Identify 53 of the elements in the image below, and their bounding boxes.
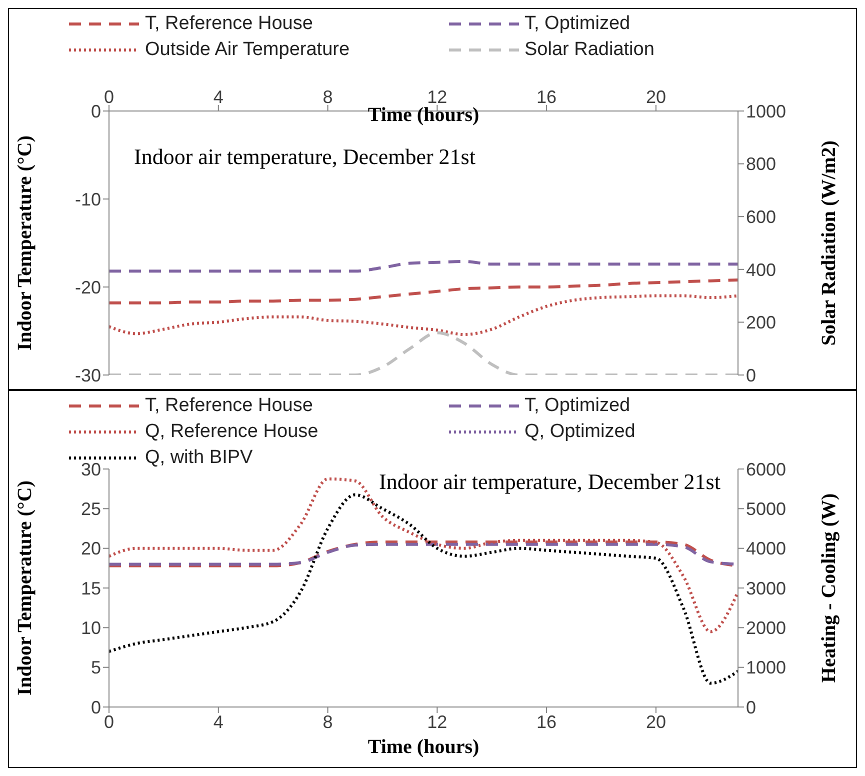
y2-tick-label: 6000 xyxy=(746,459,786,480)
legend-label: T, Optimized xyxy=(524,13,630,35)
y-tick-label: 30 xyxy=(80,459,101,480)
x-tick-label: 4 xyxy=(213,87,224,107)
y2-tick-label: 200 xyxy=(746,312,776,333)
y2-tick-label: 400 xyxy=(746,260,776,280)
x-tick-label: 20 xyxy=(646,87,666,107)
y-tick-label: 15 xyxy=(80,578,101,598)
x-tick-label: 4 xyxy=(213,712,224,732)
y-tick-label: 25 xyxy=(80,499,101,520)
y-axis-title: Indoor Temperature (°C) xyxy=(14,135,36,351)
y2-tick-label: 2000 xyxy=(746,618,786,638)
x-axis-title: Time (hours) xyxy=(368,104,480,126)
y-tick-label: 5 xyxy=(90,658,101,678)
x-axis-title: Time (hours) xyxy=(368,736,480,758)
x-tick-label: 8 xyxy=(322,712,333,732)
y2-tick-label: 600 xyxy=(746,206,776,227)
x-tick-label: 16 xyxy=(536,712,557,732)
annotation: Indoor air temperature, December 21st xyxy=(379,469,720,495)
y-tick-label: 0 xyxy=(90,101,101,122)
x-tick-label: 12 xyxy=(427,712,448,732)
legend-label: Q, with BIPV xyxy=(145,447,253,469)
x-tick-label: 0 xyxy=(104,87,114,107)
legend-label: T, Optimized xyxy=(524,395,630,417)
y2-tick-label: 800 xyxy=(746,154,776,174)
x-tick-label: 12 xyxy=(427,87,448,107)
y2-tick-label: 3000 xyxy=(746,578,786,598)
annotation: Indoor air temperature, December 21st xyxy=(134,144,476,170)
legend-label: Solar Radiation xyxy=(524,39,654,61)
y2-tick-label: 0 xyxy=(746,365,756,386)
x-tick-label: 16 xyxy=(536,87,557,107)
y-tick-label: -30 xyxy=(74,365,101,386)
y-tick-label: 0 xyxy=(90,697,101,718)
legend-label: Outside Air Temperature xyxy=(145,39,350,61)
y2-tick-label: 1000 xyxy=(746,658,786,678)
legend-label: T, Reference House xyxy=(145,13,313,35)
y2-tick-label: 1000 xyxy=(746,101,786,122)
x-tick-label: 20 xyxy=(646,712,666,732)
legend-label: Q, Reference House xyxy=(145,421,318,443)
y-tick-label: -10 xyxy=(74,189,101,210)
y2-tick-label: 5000 xyxy=(746,499,786,520)
y2-axis-title: Heating - Cooling (W) xyxy=(818,493,840,683)
y-tick-label: -20 xyxy=(74,277,101,298)
y2-tick-label: 4000 xyxy=(746,538,786,559)
x-tick-label: 0 xyxy=(104,712,114,732)
y-tick-label: 20 xyxy=(80,538,101,559)
legend-label: T, Reference House xyxy=(145,395,313,417)
legend-label: Q, Optimized xyxy=(524,421,636,443)
y2-axis-title: Solar Radiation (W/m2) xyxy=(818,140,840,346)
x-tick-label: 8 xyxy=(322,87,333,107)
y-axis-title: Indoor Temperature (°C) xyxy=(14,480,36,696)
y2-tick-label: 0 xyxy=(746,697,756,718)
y-tick-label: 10 xyxy=(80,618,101,638)
